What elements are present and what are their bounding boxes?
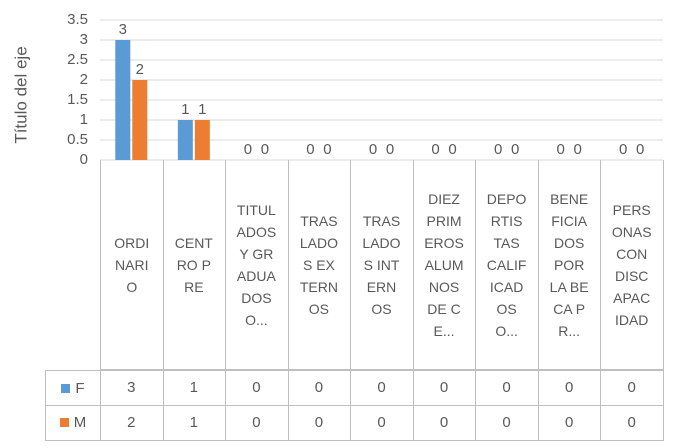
bar xyxy=(194,120,210,160)
bar xyxy=(115,40,131,160)
category-cell: PERSONAS CON DISCAPACIDAD xyxy=(600,160,664,370)
x-tick-label: PERSONAS CON DISCAPACIDAD xyxy=(611,201,652,328)
data-label: 1 xyxy=(198,101,206,118)
x-tick-label: BENEFICIADOS POR LA BECA PR... xyxy=(549,190,589,339)
category-cell: TRASLADOS EXTERNOS xyxy=(287,160,352,370)
table-value: 0 xyxy=(350,370,414,406)
data-label: 0 xyxy=(386,141,394,158)
table-line xyxy=(100,370,663,371)
data-label: 0 xyxy=(448,141,456,158)
x-tick-label: TRASLADOS EXTERNOS xyxy=(299,212,338,317)
category-cell: ORDINARIO xyxy=(100,160,164,370)
category-cell: TRASLADOS INTERNOS xyxy=(350,160,414,370)
table-value: 0 xyxy=(412,370,477,406)
data-label: 0 xyxy=(431,141,439,158)
data-label: 1 xyxy=(181,101,189,118)
table-value: 0 xyxy=(475,405,539,441)
y-tick-label: 0.5 xyxy=(67,131,88,148)
data-label: 0 xyxy=(636,141,644,158)
table-value: 0 xyxy=(287,405,352,441)
x-tick-label: CENTRO PRE xyxy=(174,234,213,295)
legend-cell: M xyxy=(45,405,101,441)
y-tick-label: 2 xyxy=(80,71,88,88)
category-cell: BENEFICIADOS POR LA BECA PR... xyxy=(537,160,602,370)
data-label: 0 xyxy=(261,141,269,158)
table-value: 0 xyxy=(350,405,414,441)
legend-cell: F xyxy=(45,370,101,406)
data-label: 0 xyxy=(323,141,331,158)
x-tick-label: TITULADOS Y GRADUADOS O... xyxy=(236,201,277,328)
legend-label: F xyxy=(75,379,85,397)
data-label: 0 xyxy=(619,141,627,158)
y-tick-label: 3.5 xyxy=(67,11,88,28)
bar xyxy=(177,120,193,160)
category-cell: TITULADOS Y GRADUADOS O... xyxy=(225,160,289,370)
x-tick-label: ORDINARIO xyxy=(114,234,150,295)
category-cell: DEPORTISTAS CALIFICADOS O... xyxy=(475,160,539,370)
data-label: 0 xyxy=(556,141,564,158)
y-tick-label: 3 xyxy=(80,31,88,48)
table-value: 0 xyxy=(225,405,289,441)
category-cell: CENTRO PRE xyxy=(162,160,227,370)
table-value: 0 xyxy=(225,370,289,406)
y-tick-label: 2.5 xyxy=(67,51,88,68)
data-label: 0 xyxy=(494,141,502,158)
category-cell: DIEZ PRIMEROS ALUMNOS DE CE... xyxy=(412,160,477,370)
table-value: 3 xyxy=(100,370,164,406)
data-label: 2 xyxy=(136,61,144,78)
legend-key xyxy=(59,418,69,427)
table-value: 0 xyxy=(412,405,477,441)
table-value: 1 xyxy=(162,405,227,441)
legend-label: M xyxy=(73,414,87,431)
x-tick-label: DIEZ PRIMEROS ALUMNOS DE CE... xyxy=(424,190,464,339)
table-value: 0 xyxy=(287,370,352,406)
table-value: 0 xyxy=(537,370,602,406)
x-tick-label: TRASLADOS INTERNOS xyxy=(362,212,401,317)
table-value: 1 xyxy=(162,370,227,406)
data-label: 3 xyxy=(119,21,127,38)
data-label: 0 xyxy=(369,141,377,158)
y-tick-label: 0 xyxy=(80,151,88,168)
legend-key xyxy=(61,383,71,393)
table-value: 0 xyxy=(600,370,664,406)
y-tick-label: 1 xyxy=(80,111,88,128)
data-label: 0 xyxy=(573,141,581,158)
table-value: 2 xyxy=(100,405,164,441)
y-axis-title: Título del eje xyxy=(11,46,30,143)
y-tick-label: 1.5 xyxy=(67,91,88,108)
x-tick-label: DEPORTISTAS CALIFICADOS O... xyxy=(486,190,527,339)
data-label: 0 xyxy=(306,141,314,158)
table-value: 0 xyxy=(600,405,664,441)
data-label: 0 xyxy=(511,141,519,158)
table-value: 0 xyxy=(475,370,539,406)
table-value: 0 xyxy=(537,405,602,441)
bar xyxy=(132,80,148,160)
data-label: 0 xyxy=(244,141,252,158)
